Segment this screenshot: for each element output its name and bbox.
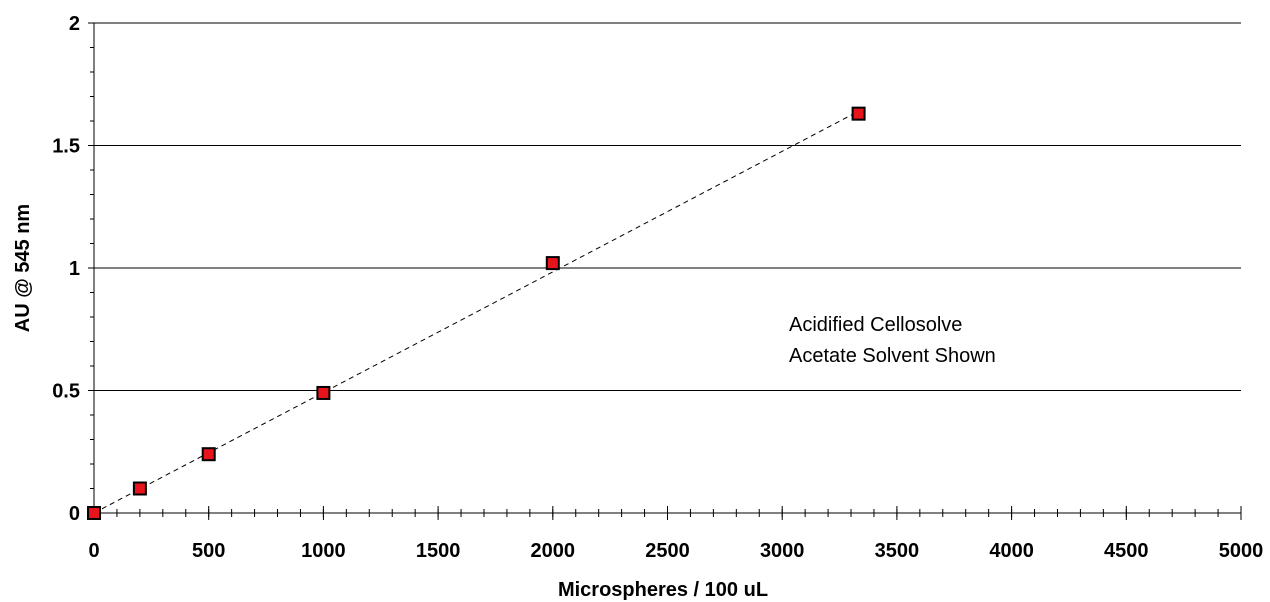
x-axis-title: Microspheres / 100 uL bbox=[558, 579, 768, 601]
annotation-line-1: Acidified Cellosolve bbox=[789, 314, 962, 336]
y-axis-title: AU @ 545 nm bbox=[12, 204, 34, 332]
x-tick-label: 0 bbox=[88, 540, 99, 562]
y-tick-label: 0.5 bbox=[52, 381, 80, 403]
x-tick-label: 4500 bbox=[1104, 540, 1149, 562]
x-tick-label: 1000 bbox=[301, 540, 346, 562]
x-axis-ticks: 0 500 1000 1500 2000 2500 3000 3500 4000 4500 5000 bbox=[88, 506, 1263, 562]
data-point bbox=[545, 256, 560, 271]
y-tick-label: 1 bbox=[69, 258, 80, 280]
data-point bbox=[316, 385, 331, 400]
annotation-line-2: Acetate Solvent Shown bbox=[789, 345, 996, 367]
x-tick-label: 3500 bbox=[875, 540, 920, 562]
x-tick-label: 2000 bbox=[531, 540, 576, 562]
x-tick-label: 3000 bbox=[760, 540, 805, 562]
y-tick-label: 2 bbox=[69, 13, 80, 35]
y-tick-label: 1.5 bbox=[52, 136, 80, 158]
data-point bbox=[87, 506, 101, 520]
x-tick-label: 5000 bbox=[1219, 540, 1264, 562]
gridlines bbox=[94, 22, 1241, 391]
data-point bbox=[132, 481, 147, 496]
data-point bbox=[201, 447, 216, 462]
data-points bbox=[87, 106, 866, 520]
x-tick-label: 500 bbox=[192, 540, 225, 562]
data-point bbox=[851, 106, 866, 121]
y-tick-label: 0 bbox=[69, 503, 80, 525]
x-tick-label: 2500 bbox=[645, 540, 690, 562]
x-tick-label: 4000 bbox=[989, 540, 1034, 562]
y-axis-ticks: 0 0.5 1 1.5 2 bbox=[52, 13, 94, 525]
x-tick-label: 1500 bbox=[416, 540, 461, 562]
